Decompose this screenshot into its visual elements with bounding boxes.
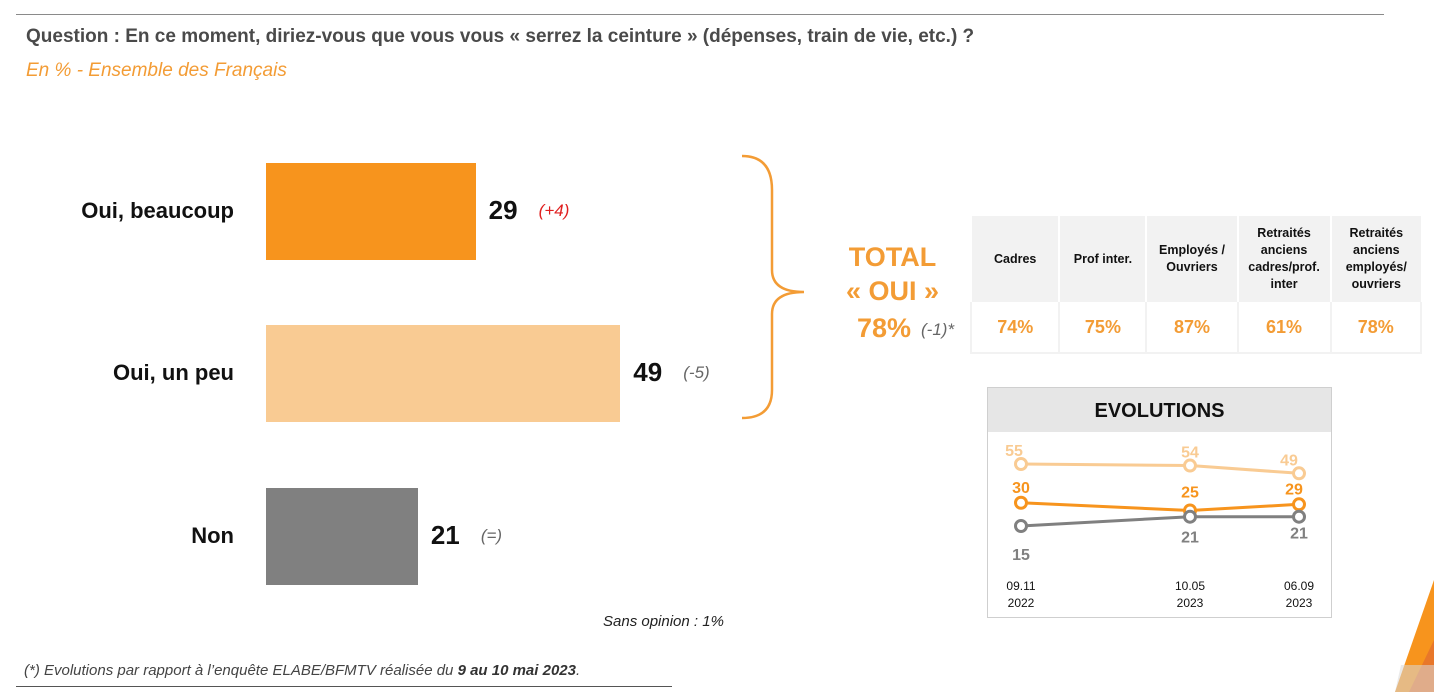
x-tick-label: 2023 xyxy=(1177,596,1204,610)
col-header-retraites-employes: Retraités anciens employés/ ouvriers xyxy=(1329,216,1421,302)
series-point xyxy=(1183,458,1197,473)
top-rule xyxy=(16,14,1384,15)
bar-oui-un-peu xyxy=(266,325,621,422)
category-label-oui-un-peu: Oui, un peu xyxy=(113,359,234,385)
series-point xyxy=(1014,519,1028,533)
brand-corner-shape xyxy=(1395,580,1434,692)
x-tick-label: 2023 xyxy=(1286,596,1313,610)
data-label: 25 xyxy=(1181,485,1199,502)
sans-opinion-note: Sans opinion : 1% xyxy=(603,613,724,630)
value-label-oui-un-peu: 49 xyxy=(633,356,663,387)
data-label: 21 xyxy=(1290,526,1308,543)
category-table: Cadres Prof inter. Employés / Ouvriers R… xyxy=(969,216,1423,354)
data-label: 21 xyxy=(1181,530,1199,547)
footnote-end: . xyxy=(575,662,581,679)
bar-non xyxy=(266,488,418,585)
x-tick-label: 2022 xyxy=(1008,596,1035,610)
cell-retraites-employes: 78% xyxy=(1329,302,1423,354)
data-label: 30 xyxy=(1012,480,1030,497)
cell-retraites-cadres: 61% xyxy=(1236,302,1331,354)
category-label-non: Non xyxy=(191,522,234,548)
evolutions-chart: 55 54 49 30 25 29 15 21 21 09.11 2022 10.05 2023 06.0… xyxy=(1005,443,1314,610)
table-row: 74% 75% 87% 61% 78% xyxy=(969,302,1423,354)
footnote: (*) Evolutions par rapport à l’enquête E… xyxy=(24,662,580,679)
total-value: 78% xyxy=(857,313,912,343)
total-title: TOTAL xyxy=(848,242,937,272)
data-label: 54 xyxy=(1181,445,1199,462)
cell-cadres: 74% xyxy=(969,302,1060,354)
footnote-text: (*) Evolutions par rapport à l’enquête E… xyxy=(24,662,458,679)
data-label: 29 xyxy=(1285,481,1303,498)
cell-employes-ouvriers: 87% xyxy=(1145,302,1238,354)
col-header-prof-inter: Prof inter. xyxy=(1058,216,1147,302)
x-tick-label: 06.09 xyxy=(1284,579,1314,593)
x-tick-label: 10.05 xyxy=(1175,579,1205,593)
series-line-1 xyxy=(1020,462,1300,475)
series-point xyxy=(1014,457,1028,471)
col-header-cadres: Cadres xyxy=(969,216,1060,302)
series-line-2 xyxy=(1020,501,1300,513)
change-label-oui-beaucoup: (+4) xyxy=(538,200,570,220)
evolutions-title: EVOLUTIONS xyxy=(988,388,1331,432)
bar-oui-beaucoup xyxy=(266,163,476,260)
total-oui-label: TOTAL « OUI » xyxy=(820,240,965,308)
series-point xyxy=(1292,497,1306,512)
x-tick-label: 09.11 xyxy=(1006,579,1035,593)
col-header-retraites-cadres: Retraités anciens cadres/prof. inter xyxy=(1236,216,1331,302)
data-label: 15 xyxy=(1012,547,1030,564)
bottom-rule xyxy=(16,686,672,687)
series-point xyxy=(1183,509,1197,524)
series-point xyxy=(1292,466,1306,481)
change-label-oui-un-peu: (-5) xyxy=(683,362,710,382)
value-label-oui-beaucoup: 29 xyxy=(488,194,518,225)
cell-prof-inter: 75% xyxy=(1058,302,1147,354)
value-label-non: 21 xyxy=(430,519,460,550)
series-point xyxy=(1292,509,1306,524)
series-point xyxy=(1014,495,1028,510)
change-label-non: (=) xyxy=(480,525,503,545)
data-label: 55 xyxy=(1005,443,1023,460)
category-label-oui-beaucoup: Oui, beaucoup xyxy=(81,197,234,223)
series-line-3 xyxy=(1020,515,1299,528)
subtitle: En % - Ensemble des Français xyxy=(26,60,287,81)
footnote-dates: 9 au 10 mai 2023 xyxy=(457,662,576,679)
total-brace xyxy=(741,154,805,420)
evolutions-panel: EVOLUTIONS 55 54 49 30 25 29 15 21 21 09.11 2022 10… xyxy=(987,387,1332,618)
data-label: 49 xyxy=(1280,452,1298,469)
col-header-employes-ouvriers: Employés / Ouvriers xyxy=(1145,216,1238,302)
total-change: (-1)* xyxy=(921,320,955,339)
question-title: Question : En ce moment, diriez-vous que… xyxy=(26,26,975,47)
total-subtitle: « OUI » xyxy=(845,276,940,306)
